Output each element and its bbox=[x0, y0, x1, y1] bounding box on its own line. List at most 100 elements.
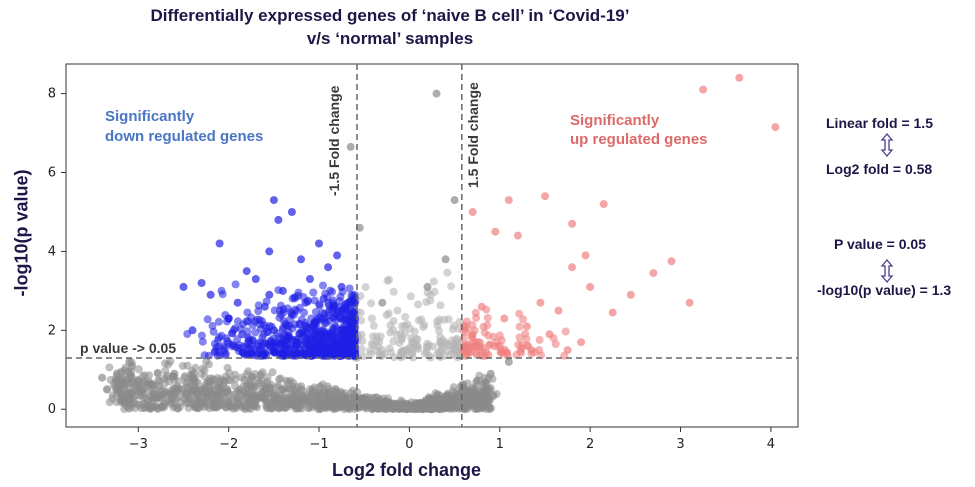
nonsig-cloud-point bbox=[275, 375, 284, 384]
down-cloud-point bbox=[343, 314, 352, 323]
down-cloud-point bbox=[345, 284, 354, 293]
nonsig-cloud-point bbox=[423, 339, 432, 348]
up-gene-point bbox=[541, 192, 549, 201]
x-tick-label: 1 bbox=[496, 437, 504, 452]
down-cloud-point bbox=[300, 337, 309, 346]
down-gene-point bbox=[251, 275, 260, 283]
nonsig-cloud-point bbox=[304, 403, 313, 412]
down-gene-point bbox=[274, 215, 283, 224]
up-gene-point bbox=[491, 227, 500, 236]
y-tick-label: 0 bbox=[48, 402, 56, 417]
nonsig-cloud-point bbox=[147, 380, 156, 389]
nonsig-cloud-point bbox=[154, 369, 162, 378]
down-cloud-point bbox=[343, 299, 352, 307]
down-cloud-point bbox=[327, 345, 336, 354]
nonsig-cloud-point bbox=[452, 336, 461, 345]
up-gene-point bbox=[649, 269, 658, 278]
down-gene-point bbox=[269, 326, 278, 335]
up-cloud-point bbox=[471, 308, 480, 317]
nonsig-cloud-point bbox=[405, 343, 414, 352]
nonsig-cloud-point bbox=[429, 277, 438, 286]
down-cloud-point bbox=[301, 350, 310, 359]
nonsig-cloud-point bbox=[359, 352, 368, 361]
nonsig-cloud-point bbox=[156, 384, 165, 393]
nonsig-cloud-point bbox=[160, 374, 169, 383]
down-cloud-point bbox=[278, 338, 287, 347]
nonsig-cloud-point bbox=[105, 363, 114, 372]
down-cloud-point bbox=[300, 308, 309, 317]
down-gene-point bbox=[233, 298, 242, 307]
pos-fold-line-label: 1.5 Fold change bbox=[465, 82, 481, 188]
nonsig-cloud-point bbox=[158, 403, 167, 412]
down-cloud-point bbox=[351, 313, 360, 322]
down-cloud-point bbox=[319, 325, 328, 334]
down-cloud-point bbox=[328, 299, 337, 308]
nonsig-cloud-point bbox=[386, 328, 395, 337]
down-cloud-point bbox=[240, 350, 249, 359]
nonsig-cloud-point bbox=[367, 299, 376, 308]
down-gene-point bbox=[287, 310, 296, 319]
down-cloud-point bbox=[198, 337, 207, 346]
down-cloud-point bbox=[324, 308, 333, 317]
up-gene-point bbox=[568, 263, 577, 272]
nonsig-cloud-point bbox=[139, 377, 148, 386]
nonsig-cloud-point bbox=[344, 393, 353, 402]
nonsig-cloud-point bbox=[139, 385, 148, 394]
down-cloud-point bbox=[347, 348, 356, 357]
up-gene-point bbox=[577, 338, 586, 347]
nonsig-cloud-point bbox=[189, 374, 198, 383]
nonsig-cloud-point bbox=[223, 363, 232, 372]
nonsig-cloud-point bbox=[448, 325, 457, 334]
down-cloud-point bbox=[242, 317, 251, 326]
up-cloud-point bbox=[483, 321, 492, 330]
up-gene-point bbox=[771, 123, 780, 132]
nonsig-cloud-point bbox=[446, 350, 455, 359]
nonsig-gene-point bbox=[351, 393, 360, 402]
annotation-down-line-2: down regulated genes bbox=[105, 128, 263, 145]
nonsig-cloud-point bbox=[408, 337, 417, 346]
nonsig-cloud-point bbox=[389, 317, 398, 326]
down-gene-point bbox=[260, 302, 269, 311]
nonsig-cloud-point bbox=[440, 315, 449, 324]
down-gene-point bbox=[242, 267, 251, 276]
nonsig-cloud-point bbox=[269, 396, 278, 405]
chart-title: Differentially expressed genes of ‘naive… bbox=[50, 4, 730, 50]
nonsig-cloud-point bbox=[436, 301, 445, 310]
down-cloud-point bbox=[334, 346, 343, 354]
down-cloud-point bbox=[309, 288, 318, 297]
up-cloud-point bbox=[519, 315, 527, 324]
down-cloud-point bbox=[243, 308, 252, 317]
nonsig-cloud-point bbox=[487, 404, 496, 413]
down-gene-point bbox=[342, 306, 351, 315]
nonsig-cloud-point bbox=[430, 287, 439, 296]
nonsig-cloud-point bbox=[318, 397, 327, 406]
down-gene-point bbox=[310, 318, 319, 327]
nonsig-cloud-point bbox=[385, 275, 393, 284]
nonsig-cloud-point bbox=[365, 346, 374, 355]
nonsig-cloud-point bbox=[102, 385, 111, 394]
nonsig-cloud-point bbox=[449, 396, 458, 405]
down-cloud-point bbox=[218, 290, 227, 299]
down-gene-point bbox=[324, 263, 333, 272]
down-gene-point bbox=[301, 298, 310, 307]
x-tick-label: 0 bbox=[405, 437, 413, 452]
nonsig-cloud-point bbox=[449, 383, 458, 392]
down-gene-point bbox=[179, 282, 188, 291]
nonsig-cloud-point bbox=[202, 358, 211, 366]
nonsig-cloud-point bbox=[380, 349, 389, 358]
down-cloud-point bbox=[210, 339, 219, 348]
nonsig-cloud-point bbox=[117, 391, 126, 400]
nonsig-gene-point bbox=[125, 357, 134, 366]
nonsig-gene-point bbox=[486, 369, 495, 378]
nonsig-cloud-point bbox=[233, 393, 242, 402]
nonsig-cloud-point bbox=[396, 329, 405, 338]
nonsig-gene-point bbox=[98, 373, 107, 382]
down-cloud-point bbox=[349, 291, 357, 300]
up-gene-point bbox=[527, 346, 536, 355]
neg-log-p-note: -log10(p value) = 1.3 bbox=[817, 282, 952, 298]
up-cloud-point bbox=[461, 321, 470, 330]
nonsig-cloud-point bbox=[423, 288, 432, 297]
nonsig-cloud-point bbox=[248, 372, 257, 381]
down-gene-point bbox=[265, 290, 274, 299]
